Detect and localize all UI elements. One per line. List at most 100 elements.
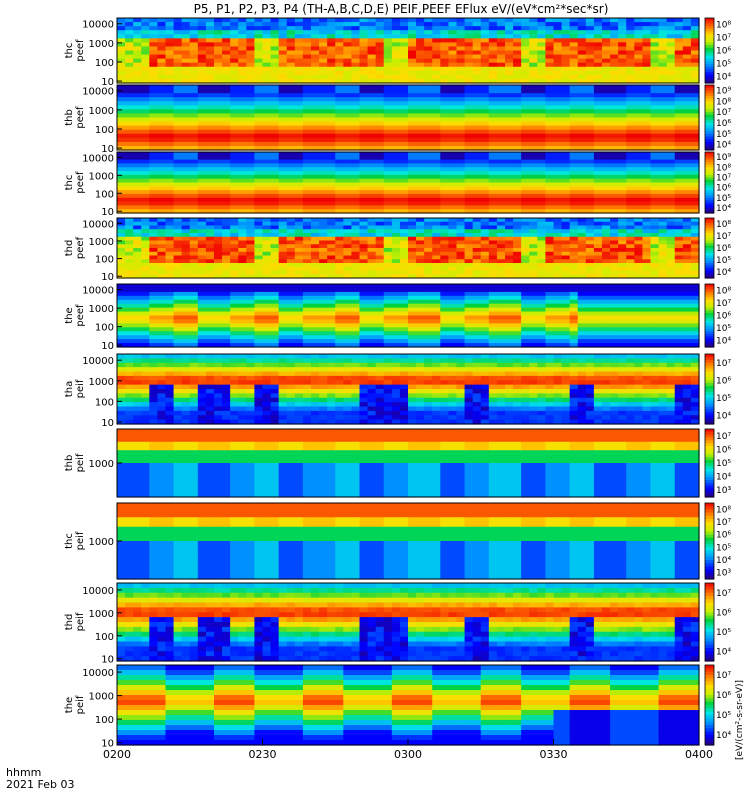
heat-cell: [343, 22, 353, 27]
colorbar-swatch: [705, 23, 714, 27]
heat-cell: [626, 209, 635, 214]
heat-cell: [432, 22, 441, 27]
heat-cell: [133, 178, 142, 184]
heat-cell: [537, 205, 547, 210]
heat-cell: [125, 291, 134, 297]
heat-cell: [149, 335, 159, 340]
heat-cell: [626, 105, 635, 110]
heat-cell: [650, 62, 660, 68]
heat-cell: [545, 101, 555, 106]
heat-cell: [416, 117, 425, 123]
heat-cell: [165, 291, 175, 297]
heat-cell: [561, 101, 571, 106]
heat-cell: [375, 113, 385, 119]
heat-cell: [666, 155, 676, 161]
heat-cell: [682, 174, 692, 180]
heat-cell: [165, 218, 175, 223]
heat-cell: [529, 34, 538, 39]
heat-cell: [488, 218, 498, 223]
heat-cell: [343, 105, 353, 110]
heat-cell: [165, 145, 175, 151]
heat-cell: [222, 152, 231, 157]
heat-cell: [222, 178, 231, 184]
heat-cell: [472, 101, 482, 106]
heat-cell: [181, 50, 191, 56]
heat-cell: [294, 259, 304, 264]
heat-cell: [286, 255, 296, 260]
heat-cell: [149, 109, 159, 115]
heat-cell: [658, 159, 668, 165]
heat-cell: [569, 218, 579, 223]
heat-cell: [634, 78, 644, 84]
heat-cell: [270, 18, 280, 23]
heat-cell: [149, 331, 159, 336]
heat-cell: [521, 152, 530, 157]
heat-cell: [222, 270, 231, 275]
heat-cell: [480, 186, 490, 191]
heat-cell: [343, 129, 353, 135]
heat-cell: [286, 137, 296, 143]
heat-cell: [674, 70, 684, 76]
heat-cell: [222, 89, 231, 94]
heat-cell: [125, 240, 134, 245]
heat-cell: [416, 70, 425, 76]
heat-cell: [278, 251, 288, 257]
heat-cell: [238, 18, 247, 23]
heat-cell: [545, 163, 555, 168]
heat-cell: [585, 121, 595, 127]
heat-cell: [634, 233, 644, 238]
heat-cell: [335, 186, 344, 191]
heat-cell: [197, 218, 207, 223]
colorbar-swatch: [705, 45, 714, 49]
heat-cell: [375, 233, 385, 238]
heat-cell: [359, 209, 369, 214]
heat-cell: [311, 178, 320, 184]
heat-cell: [569, 186, 579, 191]
heat-cell: [319, 270, 328, 275]
heat-cell: [505, 182, 514, 187]
heat-cell: [173, 171, 183, 176]
heat-cell: [278, 225, 288, 230]
heat-cell: [634, 251, 644, 257]
heat-cell: [181, 343, 191, 348]
heat-cell: [327, 137, 336, 143]
heat-cell: [432, 141, 441, 147]
heat-cell: [181, 125, 191, 131]
heat-cell: [343, 190, 353, 195]
heat-cell: [577, 251, 587, 257]
colorbar-swatch: [705, 133, 714, 138]
heat-cell: [585, 167, 595, 172]
heat-cell: [294, 93, 304, 98]
heat-cell: [432, 190, 441, 195]
heat-cell: [189, 339, 199, 344]
heat-cell: [650, 167, 660, 172]
heat-cell: [367, 244, 377, 249]
heat-cell: [181, 178, 191, 184]
heat-cell: [408, 266, 417, 272]
heat-cell: [577, 274, 587, 279]
heat-cell: [149, 121, 159, 127]
heat-cell: [505, 137, 514, 143]
heat-cell: [302, 46, 312, 52]
heat-cell: [149, 117, 159, 123]
heat-cell: [658, 205, 668, 210]
heat-cell: [529, 229, 538, 234]
heat-cell: [561, 259, 571, 264]
heat-cell: [618, 255, 627, 260]
heat-cell: [311, 182, 320, 187]
heat-cell: [117, 141, 126, 147]
heat-cell: [432, 201, 441, 206]
heat-cell: [682, 137, 692, 143]
heat-cell: [399, 225, 409, 230]
heat-cell: [416, 155, 425, 161]
heat-cell: [529, 54, 538, 60]
heat-cell: [157, 129, 167, 135]
heat-cell: [391, 109, 401, 115]
heat-cell: [262, 152, 272, 157]
heat-cell: [173, 205, 183, 210]
heat-cell: [399, 46, 409, 52]
heat-cell: [173, 248, 183, 253]
heat-cell: [440, 167, 450, 172]
heat-cell: [464, 225, 474, 230]
heat-cell: [545, 74, 555, 80]
